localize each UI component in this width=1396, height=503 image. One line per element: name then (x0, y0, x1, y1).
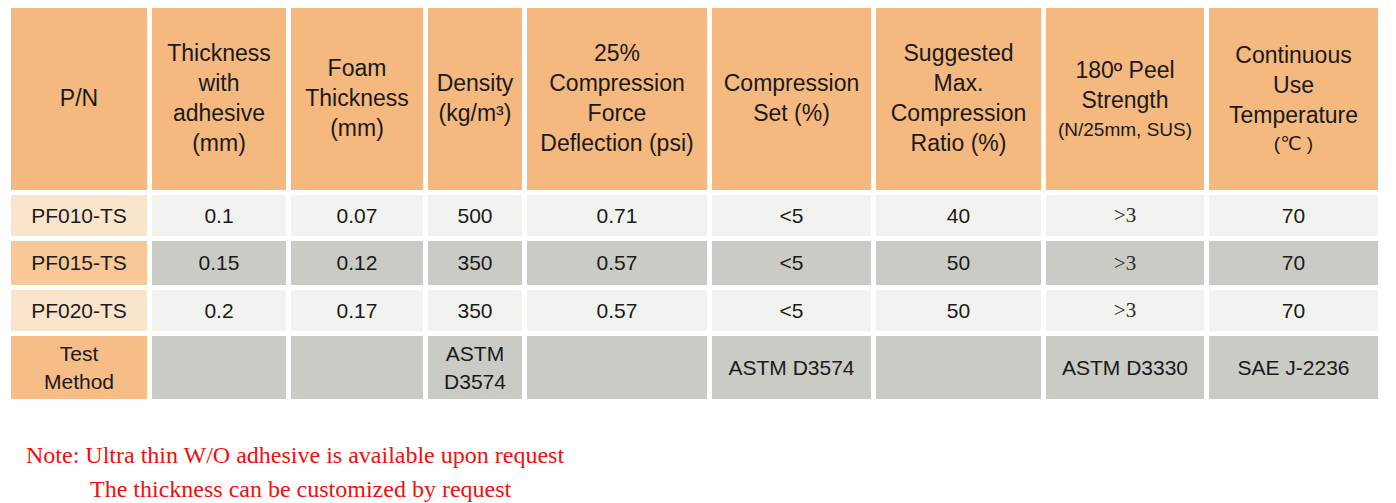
column-header-text: Density (kg/m³) (430, 69, 520, 129)
table-cell: SAE J-2236 (1209, 336, 1378, 399)
test-method-label-cell: Test Method (11, 336, 147, 399)
table-row-pf010: PF010-TS 0.1 0.07 500 0.71 <5 40 >3 70 (11, 195, 1378, 236)
table-cell: ASTM D3574 (428, 336, 522, 399)
table-cell: ASTM D3574 (712, 336, 871, 399)
column-header-continuous-use-temperature: Continuous Use Temperature(℃ ) (1209, 8, 1378, 190)
column-header-subtext: (℃ ) (1211, 132, 1376, 157)
table-cell (152, 336, 286, 399)
note-line-1: Note: Ultra thin W/O adhesive is availab… (26, 438, 1396, 472)
column-header-peel-strength: 180º Peel Strength(N/25mm, SUS) (1046, 8, 1204, 190)
table-cell: 70 (1209, 195, 1378, 236)
spec-table: P/N Thickness with adhesive (mm) Foam Th… (6, 3, 1383, 404)
column-header-text: Compression Set (%) (714, 69, 869, 129)
table-cell: 70 (1209, 290, 1378, 331)
column-header-compression-force-deflection: 25% Compression Force Deflection (psi) (527, 8, 707, 190)
table-cell: 0.57 (527, 241, 707, 285)
table-cell: 0.1 (152, 195, 286, 236)
table-cell: 50 (876, 241, 1041, 285)
table-cell: 350 (428, 290, 522, 331)
table-cell (291, 336, 423, 399)
column-header-compression-set: Compression Set (%) (712, 8, 871, 190)
table-row-pf015: PF015-TS 0.15 0.12 350 0.57 <5 50 >3 70 (11, 241, 1378, 285)
table-cell: 0.71 (527, 195, 707, 236)
column-header-text: Foam Thickness (mm) (293, 54, 421, 144)
column-header-pn: P/N (11, 8, 147, 190)
part-number-cell: PF020-TS (11, 290, 147, 331)
table-cell: 50 (876, 290, 1041, 331)
table-cell: ASTM D3330 (1046, 336, 1204, 399)
table-cell: <5 (712, 241, 871, 285)
table-cell: 0.57 (527, 290, 707, 331)
column-header-max-compression-ratio: Suggested Max. Compression Ratio (%) (876, 8, 1041, 190)
column-header-text: 180º Peel Strength (1048, 56, 1202, 116)
note-line-2: The thickness can be customized by reque… (26, 472, 1396, 503)
table-cell: 0.12 (291, 241, 423, 285)
table-row-test-method: Test Method ASTM D3574 ASTM D3574 ASTM D… (11, 336, 1378, 399)
column-header-text: Suggested Max. Compression Ratio (%) (878, 39, 1039, 159)
table-cell: 500 (428, 195, 522, 236)
table-cell: >3 (1046, 195, 1204, 236)
table-cell: 0.2 (152, 290, 286, 331)
table-cell: 0.07 (291, 195, 423, 236)
table-cell: 70 (1209, 241, 1378, 285)
table-cell: 350 (428, 241, 522, 285)
column-header-text: 25% Compression Force Deflection (psi) (529, 39, 705, 159)
note: Note: Ultra thin W/O adhesive is availab… (26, 438, 1396, 503)
column-header-text: Thickness with adhesive (mm) (154, 39, 284, 159)
part-number-cell: PF010-TS (11, 195, 147, 236)
column-header-thickness-with-adhesive: Thickness with adhesive (mm) (152, 8, 286, 190)
column-header-text: P/N (13, 84, 145, 114)
column-header-text: Continuous Use Temperature (1211, 41, 1376, 131)
table-cell: <5 (712, 195, 871, 236)
column-header-density: Density (kg/m³) (428, 8, 522, 190)
table-cell: <5 (712, 290, 871, 331)
table-row-pf020: PF020-TS 0.2 0.17 350 0.57 <5 50 >3 70 (11, 290, 1378, 331)
part-number-cell: PF015-TS (11, 241, 147, 285)
table-cell: 0.15 (152, 241, 286, 285)
column-header-subtext: (N/25mm, SUS) (1048, 118, 1202, 143)
header-row: P/N Thickness with adhesive (mm) Foam Th… (11, 8, 1378, 190)
table-cell (876, 336, 1041, 399)
table-cell: 0.17 (291, 290, 423, 331)
table-cell: 40 (876, 195, 1041, 236)
table-cell: >3 (1046, 290, 1204, 331)
table-cell: >3 (1046, 241, 1204, 285)
table-cell (527, 336, 707, 399)
column-header-foam-thickness: Foam Thickness (mm) (291, 8, 423, 190)
